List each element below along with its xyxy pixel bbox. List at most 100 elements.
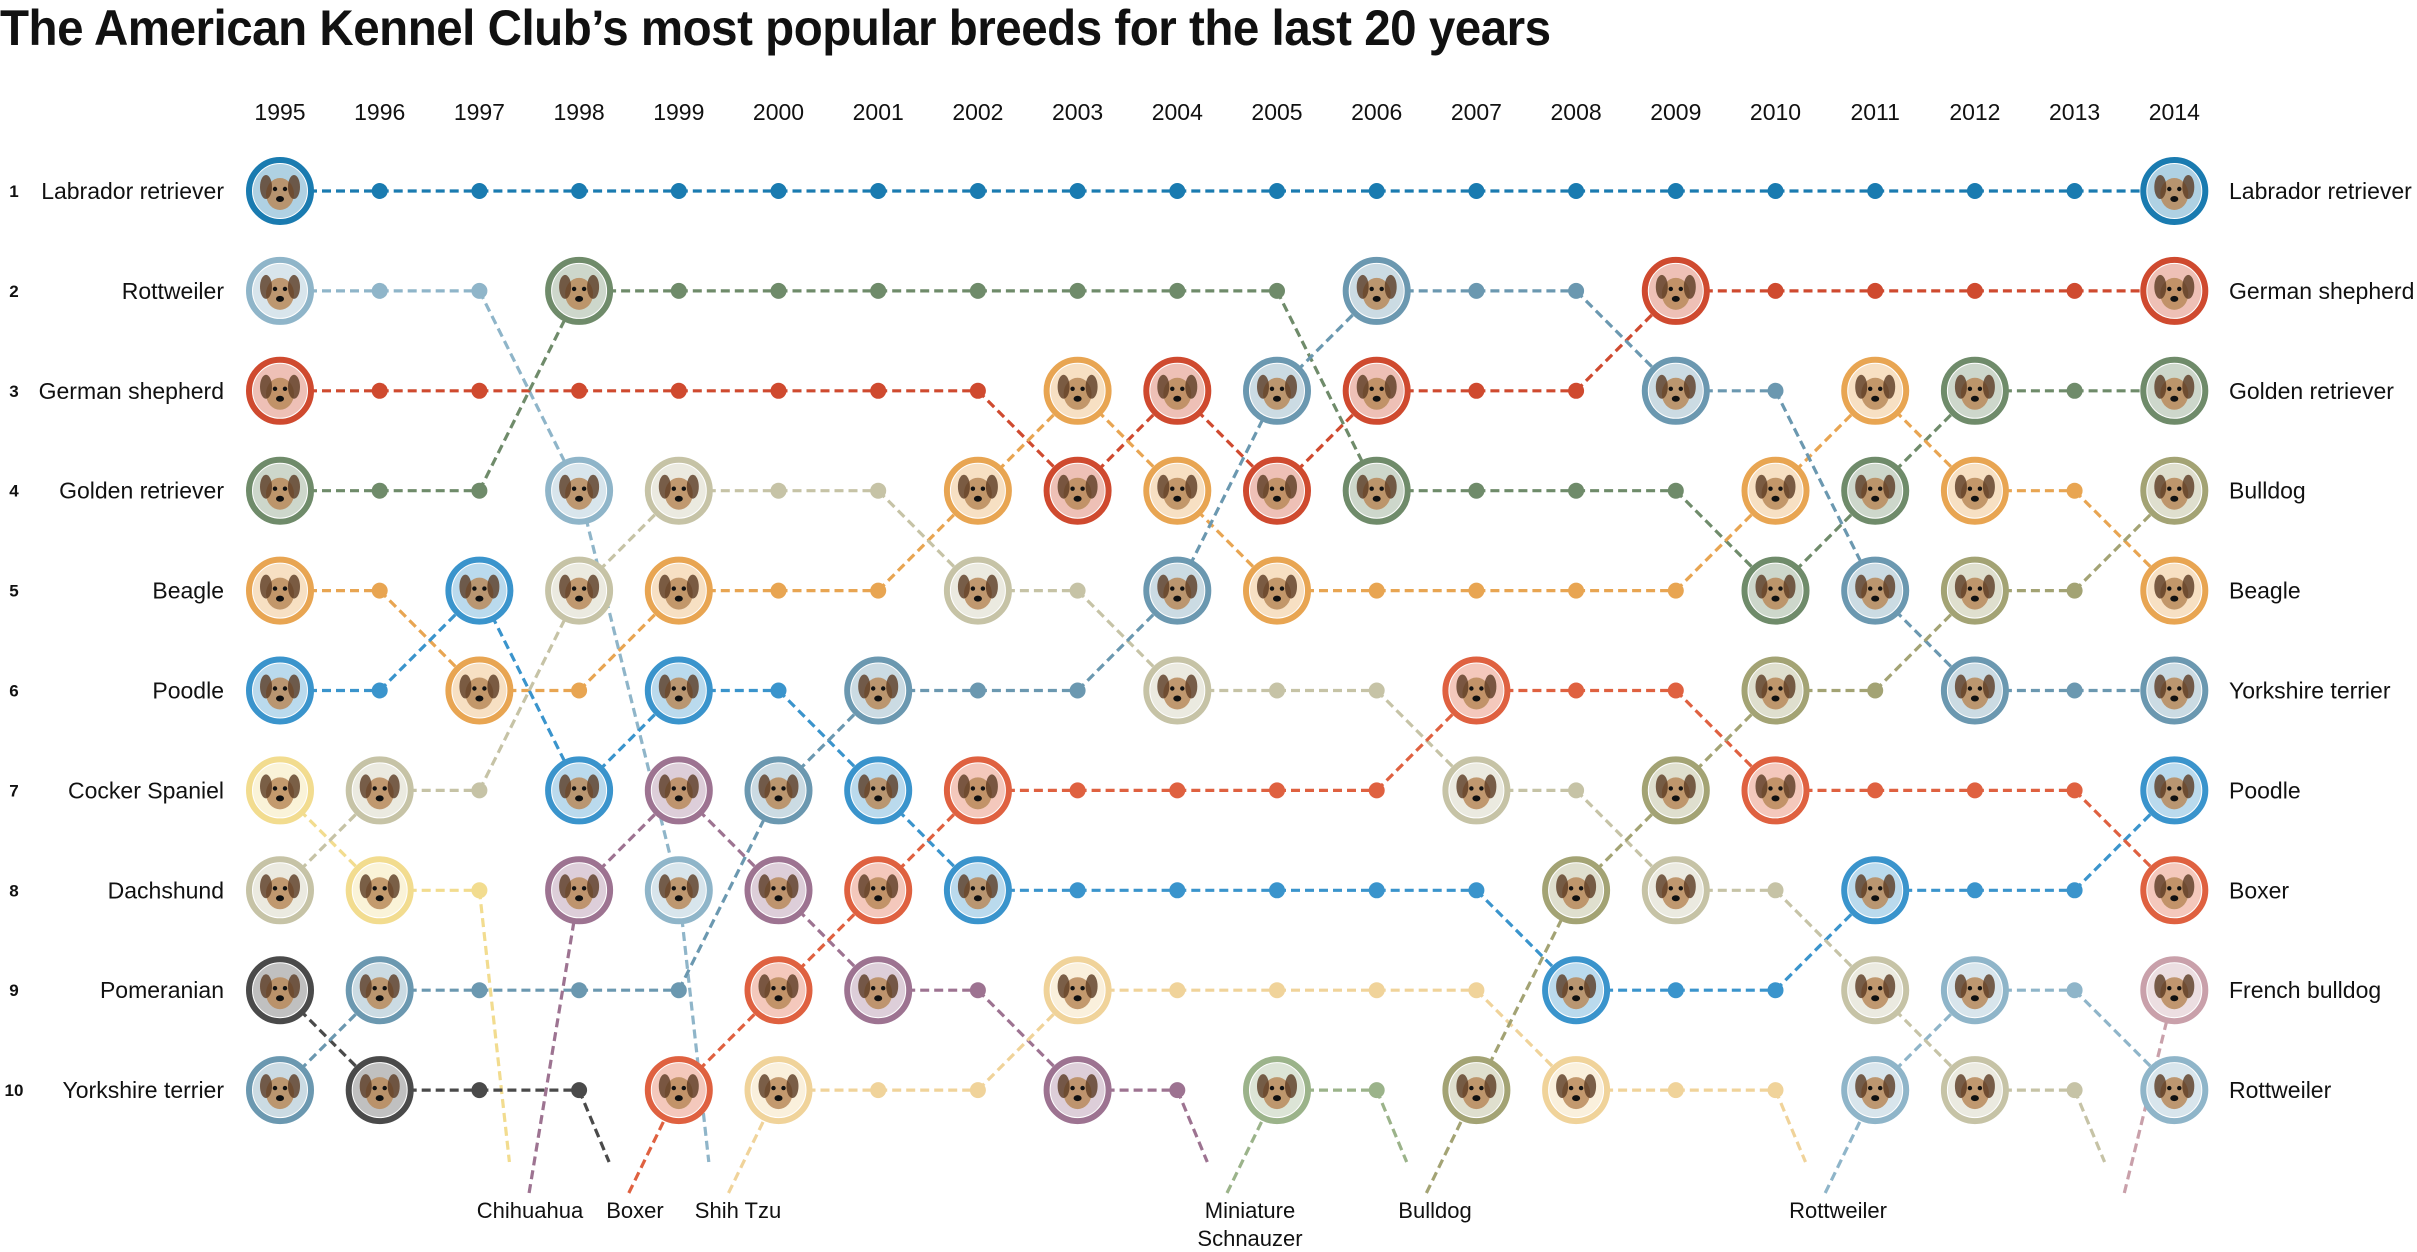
breed-photo-marker[interactable]: Dachshund — 2009: #8 xyxy=(1641,856,1710,925)
breed-photo-marker[interactable]: Boxer — 2007: #6 xyxy=(1442,656,1511,725)
rank-dot[interactable] xyxy=(1767,882,1784,899)
rank-dot[interactable] xyxy=(1269,982,1285,999)
breed-photo-marker[interactable]: Dachshund — 1996: #7 xyxy=(345,756,414,825)
rank-dot[interactable] xyxy=(2066,782,2083,799)
breed-photo-marker[interactable]: Golden retriever — 2011: #4 xyxy=(1841,456,1910,525)
breed-photo-marker[interactable]: Labrador retriever — 1995: #1 xyxy=(246,157,314,225)
rank-dot[interactable] xyxy=(2066,482,2083,499)
rank-dot[interactable] xyxy=(571,1082,588,1099)
breed-photo-marker[interactable]: Bulldog — 2012: #5 xyxy=(1940,556,2009,625)
breed-photo-marker[interactable]: Beagle — 2005: #5 xyxy=(1243,556,1311,625)
breed-photo-marker[interactable]: Pomeranian — 1996: #10 xyxy=(345,1056,414,1125)
rank-dot[interactable] xyxy=(1867,682,1884,699)
rank-dot[interactable] xyxy=(1667,1082,1684,1099)
rank-dot[interactable] xyxy=(1966,183,1983,199)
rank-dot[interactable] xyxy=(670,382,687,399)
rank-dot[interactable] xyxy=(1169,183,1186,199)
breed-photo-marker[interactable]: Cocker Spaniel — 1996: #8 xyxy=(345,856,414,925)
breed-photo-marker[interactable]: Dachshund — 1999: #4 xyxy=(644,456,713,525)
rank-dot[interactable] xyxy=(870,482,887,499)
breed-photo-marker[interactable]: Chihuahua — 2001: #9 xyxy=(844,956,913,1025)
breed-photo-marker[interactable]: Beagle — 2003: #3 xyxy=(1043,356,1112,425)
breed-photo-marker[interactable]: Rottweiler — 2012: #9 xyxy=(1940,956,2009,1025)
breed-photo-marker[interactable]: German shepherd — 2005: #4 xyxy=(1243,456,1311,525)
rank-dot[interactable] xyxy=(471,982,488,999)
rank-dot[interactable] xyxy=(670,183,687,199)
rank-dot[interactable] xyxy=(1568,582,1585,599)
breed-photo-marker[interactable]: Yorkshire terrier — 2001: #6 xyxy=(844,656,913,725)
rank-dot[interactable] xyxy=(969,382,986,399)
breed-photo-marker[interactable]: German shepherd — 2003: #4 xyxy=(1043,456,1112,525)
rank-dot[interactable] xyxy=(1667,582,1684,599)
rank-dot[interactable] xyxy=(2066,282,2083,299)
breed-photo-marker[interactable]: Yorkshire terrier — 2011: #5 xyxy=(1841,556,1910,625)
rank-dot[interactable] xyxy=(1468,282,1485,299)
breed-photo-marker[interactable]: Cocker Spaniel — 1995: #7 xyxy=(246,756,314,825)
rank-dot[interactable] xyxy=(1468,582,1485,599)
breed-photo-marker[interactable]: Pomeranian — 1995: #9 xyxy=(246,956,314,1025)
rank-dot[interactable] xyxy=(1368,782,1385,799)
rank-dot[interactable] xyxy=(770,582,787,599)
breed-photo-marker[interactable]: Rottweiler — 2014: #10 xyxy=(2140,1056,2209,1125)
breed-photo-marker[interactable]: Yorkshire terrier — 1995: #10 xyxy=(246,1056,314,1125)
rank-dot[interactable] xyxy=(770,382,787,399)
breed-photo-marker[interactable]: German shepherd — 2014: #2 xyxy=(2140,256,2209,325)
rank-dot[interactable] xyxy=(2066,1082,2083,1099)
breed-photo-marker[interactable]: Poodle — 1998: #7 xyxy=(545,756,614,825)
breed-photo-marker[interactable]: Yorkshire terrier — 2000: #7 xyxy=(744,756,813,825)
breed-photo-marker[interactable]: Shih Tzu — 2008: #10 xyxy=(1542,1056,1611,1125)
breed-photo-marker[interactable]: Bulldog — 2014: #4 xyxy=(2140,456,2209,525)
breed-photo-marker[interactable]: Boxer — 2000: #9 xyxy=(744,956,813,1025)
rank-dot[interactable] xyxy=(1169,282,1186,299)
rank-dot[interactable] xyxy=(1568,682,1585,699)
rank-dot[interactable] xyxy=(1767,282,1784,299)
breed-photo-marker[interactable]: Boxer — 1999: #10 xyxy=(644,1056,713,1125)
rank-dot[interactable] xyxy=(1269,882,1285,899)
rank-dot[interactable] xyxy=(471,482,488,499)
breed-photo-marker[interactable]: Bulldog — 2010: #6 xyxy=(1741,656,1810,725)
rank-dot[interactable] xyxy=(1069,582,1086,599)
rank-dot[interactable] xyxy=(969,1082,986,1099)
breed-photo-marker[interactable]: Beagle — 2010: #4 xyxy=(1741,456,1810,525)
rank-dot[interactable] xyxy=(770,482,787,499)
breed-photo-marker[interactable]: Dachshund — 2011: #9 xyxy=(1841,956,1910,1025)
breed-photo-marker[interactable]: Dachshund — 2002: #5 xyxy=(943,556,1012,625)
breed-photo-marker[interactable]: Rottweiler — 2011: #10 xyxy=(1841,1056,1910,1125)
rank-dot[interactable] xyxy=(571,382,588,399)
breed-photo-marker[interactable]: Dachshund — 2007: #7 xyxy=(1442,756,1511,825)
rank-dot[interactable] xyxy=(1368,882,1385,899)
breed-photo-marker[interactable]: Beagle — 2012: #4 xyxy=(1940,456,2009,525)
breed-photo-marker[interactable]: Poodle — 2001: #7 xyxy=(844,756,913,825)
rank-dot[interactable] xyxy=(1568,382,1585,399)
rank-dot[interactable] xyxy=(571,183,588,199)
rank-dot[interactable] xyxy=(1269,282,1285,299)
rank-dot[interactable] xyxy=(2066,582,2083,599)
rank-dot[interactable] xyxy=(1169,1082,1186,1099)
rank-dot[interactable] xyxy=(870,183,887,199)
breed-photo-marker[interactable]: Yorkshire terrier — 2014: #6 xyxy=(2140,656,2209,725)
breed-photo-marker[interactable]: Poodle — 1997: #5 xyxy=(445,556,514,625)
rank-dot[interactable] xyxy=(371,183,388,199)
rank-dot[interactable] xyxy=(969,682,986,699)
breed-photo-marker[interactable]: Beagle — 2011: #3 xyxy=(1841,356,1910,425)
rank-dot[interactable] xyxy=(1568,482,1585,499)
breed-photo-marker[interactable]: German shepherd — 1995: #3 xyxy=(246,356,314,425)
breed-photo-marker[interactable]: Shih Tzu — 2000: #10 xyxy=(744,1056,813,1125)
breed-photo-marker[interactable]: Rottweiler — 1999: #8 xyxy=(644,856,713,925)
breed-photo-marker[interactable]: Beagle — 2014: #5 xyxy=(2140,556,2209,625)
rank-dot[interactable] xyxy=(870,282,887,299)
rank-dot[interactable] xyxy=(471,382,488,399)
breed-photo-marker[interactable]: Golden retriever — 2014: #3 xyxy=(2140,356,2209,425)
breed-photo-marker[interactable]: Poodle — 1999: #6 xyxy=(644,656,713,725)
breed-photo-marker[interactable]: Bulldog — 2008: #8 xyxy=(1542,856,1611,925)
rank-dot[interactable] xyxy=(870,582,887,599)
rank-dot[interactable] xyxy=(1169,882,1186,899)
rank-dot[interactable] xyxy=(471,1082,488,1099)
rank-dot[interactable] xyxy=(1368,682,1385,699)
rank-dot[interactable] xyxy=(1169,982,1186,999)
breed-photo-marker[interactable]: Yorkshire terrier — 2006: #2 xyxy=(1342,256,1411,325)
rank-dot[interactable] xyxy=(471,183,488,199)
rank-dot[interactable] xyxy=(1269,782,1285,799)
rank-dot[interactable] xyxy=(1069,183,1086,199)
rank-dot[interactable] xyxy=(1568,782,1585,799)
